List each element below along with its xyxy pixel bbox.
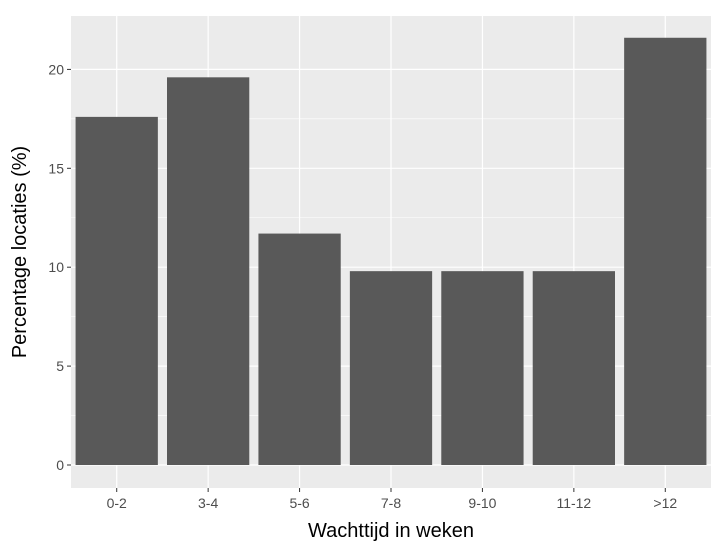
x-tick-label: 3-4 bbox=[198, 495, 218, 511]
x-tick-label: 0-2 bbox=[107, 495, 127, 511]
x-tick-label: 9-10 bbox=[468, 495, 496, 511]
x-tick-label: 11-12 bbox=[556, 495, 591, 511]
y-tick-label: 20 bbox=[48, 61, 64, 77]
bar-11-12 bbox=[532, 271, 615, 465]
x-tick-label: >12 bbox=[653, 495, 677, 511]
y-axis-title: Percentage locaties (%) bbox=[9, 146, 31, 358]
y-tick-label: 15 bbox=[48, 160, 64, 176]
bar-9-10 bbox=[441, 271, 524, 465]
bar->12 bbox=[624, 37, 707, 465]
x-tick-label: 7-8 bbox=[381, 495, 401, 511]
x-axis-title: Wachttijd in weken bbox=[308, 520, 474, 542]
y-tick-label: 0 bbox=[56, 457, 64, 473]
bar-0-2 bbox=[75, 116, 158, 466]
y-tick-label: 5 bbox=[56, 358, 64, 374]
y-tick-label: 10 bbox=[48, 259, 64, 275]
x-axis: 0-2 3-4 5-6 7-8 9-10 11-12 >12 bbox=[107, 488, 677, 511]
bar-3-4 bbox=[167, 77, 250, 466]
bars bbox=[75, 37, 707, 466]
x-tick-label: 5-6 bbox=[289, 495, 309, 511]
y-axis: 0 5 10 15 20 bbox=[48, 61, 71, 473]
bar-7-8 bbox=[349, 271, 433, 465]
bar-5-6 bbox=[258, 233, 341, 465]
